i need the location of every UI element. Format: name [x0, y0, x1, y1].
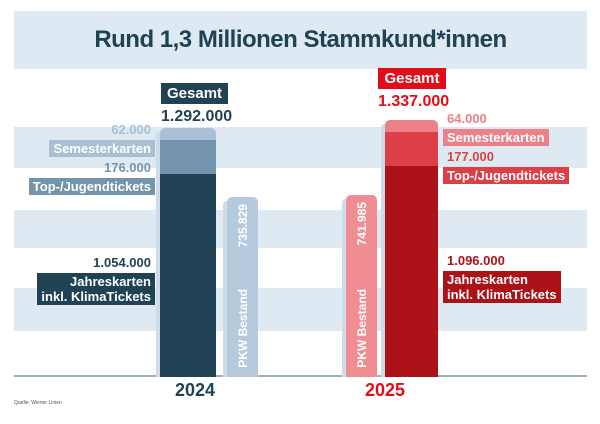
title-band: Rund 1,3 Millionen Stammkund*innen [14, 11, 587, 69]
legend-2024-upper: 62.000 Semesterkarten 176.000 Top-/Jugen… [28, 121, 155, 197]
stacked-bar-2024 [156, 128, 216, 377]
bar-segment-jahreskarten-2025 [385, 166, 438, 377]
legend-2025-jahreskarten: 1.096.000 Jahreskarten inkl. KlimaTickets [443, 252, 561, 305]
source-credit: Quelle: Wiener Linien [14, 400, 62, 406]
jahreskarten-value-2025: 1.096.000 [447, 253, 505, 268]
jahreskarten-label-line2: inkl. KlimaTickets [41, 289, 151, 304]
jahreskarten-label-line1: Jahreskarten [70, 274, 151, 289]
top-jugendtickets-value-2024: 176.000 [104, 160, 151, 175]
total-value-2024: 1.292.000 [161, 108, 233, 125]
gesamt-label-2024: Gesamt [161, 83, 229, 104]
gesamt-label-2025: Gesamt [378, 68, 446, 89]
total-value-2025: 1.337.000 [378, 93, 450, 110]
x-axis-label-2025: 2025 [364, 380, 406, 400]
x-axis-label-2024: 2024 [174, 380, 216, 400]
pkw-label-2024: PKW Bestand [235, 289, 250, 368]
x-axis-baseline [14, 375, 587, 377]
jahreskarten-label-2025: Jahreskarten inkl. KlimaTickets [443, 271, 561, 303]
page-title: Rund 1,3 Millionen Stammkund*innen [94, 26, 507, 53]
bar-segment-top-jugendtickets-2025 [385, 131, 438, 166]
bar-segment-semesterkarten-2024 [160, 128, 216, 141]
semesterkarten-label-2024: Semesterkarten [49, 140, 155, 157]
semesterkarten-value-2025: 64.000 [447, 111, 487, 126]
pkw-bestand-bar-2024: 735.829 PKW Bestand [223, 196, 258, 378]
stacked-bar-2025 [381, 119, 438, 378]
legend-2024-jahreskarten: 1.054.000 Jahreskarten inkl. KlimaTickets [37, 254, 155, 307]
bar-segment-semesterkarten-2025 [385, 119, 438, 132]
jahreskarten-label-line2: inkl. KlimaTickets [447, 287, 557, 302]
jahreskarten-label-2024: Jahreskarten inkl. KlimaTickets [37, 273, 155, 305]
pkw-label-2025: PKW Bestand [354, 289, 369, 368]
bar-segment-jahreskarten-2024 [160, 174, 216, 377]
total-annotation-2024: Gesamt 1.292.000 [161, 83, 232, 126]
top-jugendtickets-value-2025: 177.000 [447, 149, 494, 164]
semesterkarten-label-2025: Semesterkarten [443, 129, 549, 146]
total-annotation-2025: Gesamt 1.337.000 [378, 68, 450, 111]
pkw-bestand-bar-2025: 741.985 PKW Bestand [342, 195, 377, 377]
jahreskarten-label-line1: Jahreskarten [447, 272, 528, 287]
background-stripe [14, 210, 587, 248]
top-jugendtickets-label-2024: Top-/Jugendtickets [28, 178, 155, 195]
legend-2025-upper: 64.000 Semesterkarten 177.000 Top-/Jugen… [443, 110, 570, 186]
pkw-value-2024: 735.829 [235, 203, 250, 248]
jahreskarten-value-2024: 1.054.000 [93, 255, 151, 270]
semesterkarten-value-2024: 62.000 [111, 122, 151, 137]
pkw-value-2025: 741.985 [354, 202, 369, 246]
bar-segment-top-jugendtickets-2024 [160, 140, 216, 175]
top-jugendtickets-label-2025: Top-/Jugendtickets [443, 167, 570, 184]
